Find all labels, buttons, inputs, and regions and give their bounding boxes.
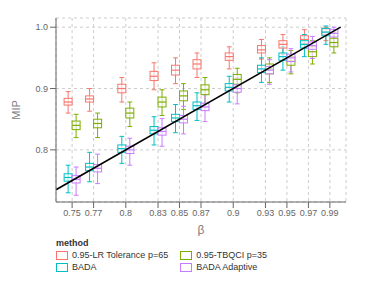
svg-text:0.97: 0.97 bbox=[300, 208, 318, 218]
svg-text:0.9: 0.9 bbox=[227, 208, 240, 218]
html-text:BADA Adaptive: BADA Adaptive bbox=[196, 262, 258, 272]
svg-text:0.99: 0.99 bbox=[321, 208, 339, 218]
svg-text:1.0: 1.0 bbox=[35, 22, 48, 32]
html-text:method: method bbox=[56, 238, 89, 248]
svg-text:0.87: 0.87 bbox=[192, 208, 210, 218]
html-text:0.95-LR Tolerance p=65: 0.95-LR Tolerance p=65 bbox=[72, 250, 169, 260]
svg-text:0.95: 0.95 bbox=[278, 208, 296, 218]
svg-text:MIP: MIP bbox=[10, 100, 22, 120]
html-text:BADA: BADA bbox=[72, 262, 97, 272]
html-text:0.95-TBQCI p=35: 0.95-TBQCI p=35 bbox=[196, 250, 267, 260]
svg-text:0.8: 0.8 bbox=[120, 208, 133, 218]
svg-text:0.75: 0.75 bbox=[63, 208, 81, 218]
svg-text:0.9: 0.9 bbox=[35, 84, 48, 94]
svg-text:0.93: 0.93 bbox=[257, 208, 275, 218]
svg-text:β: β bbox=[198, 223, 205, 236]
svg-text:0.77: 0.77 bbox=[85, 208, 103, 218]
svg-text:0.85: 0.85 bbox=[171, 208, 189, 218]
svg-text:0.8: 0.8 bbox=[35, 145, 48, 155]
svg-text:0.83: 0.83 bbox=[149, 208, 167, 218]
